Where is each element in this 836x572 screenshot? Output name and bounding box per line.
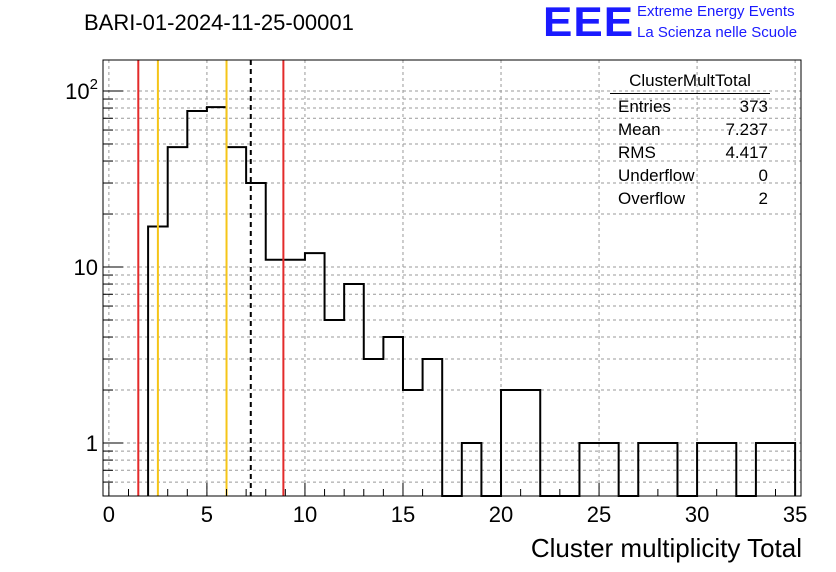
stats-row-mean: Mean 7.237 <box>610 118 770 141</box>
stats-label: Mean <box>618 120 661 139</box>
logo-line-2: La Scienza nelle Scuole <box>637 24 798 41</box>
plot-frame <box>102 59 802 497</box>
histogram-bin <box>325 320 345 496</box>
eee-logo: EEE <box>543 0 635 46</box>
histogram-bin <box>638 443 658 496</box>
histogram-bin <box>364 359 384 496</box>
stats-row-overflow: Overflow 2 <box>610 187 770 210</box>
histogram-bin <box>344 284 364 496</box>
x-axis-label: Cluster multiplicity Total <box>530 533 802 563</box>
y-tick-label: 102 <box>65 76 98 104</box>
x-tick-label: 35 <box>783 502 807 527</box>
stats-box: ClusterMultTotal Entries 373 Mean 7.237 … <box>610 70 770 210</box>
histogram-bin <box>207 107 227 496</box>
stats-title: ClusterMultTotal <box>610 70 770 94</box>
stats-label: Underflow <box>618 166 695 185</box>
x-tick-label: 30 <box>685 502 709 527</box>
y-tick-label: 10 <box>74 255 98 280</box>
histogram-bin <box>187 111 207 496</box>
x-tick-label: 5 <box>201 502 213 527</box>
stats-row-entries: Entries 373 <box>610 95 770 118</box>
stats-label: Overflow <box>618 189 686 208</box>
stats-value: 4.417 <box>725 143 768 162</box>
histogram-bin <box>227 147 247 496</box>
stats-label: Entries <box>618 97 671 116</box>
x-tick-label: 15 <box>391 502 415 527</box>
stats-row-rms: RMS 4.417 <box>610 141 770 164</box>
histogram-bin <box>168 147 188 496</box>
stats-value: 0 <box>758 166 768 185</box>
histogram-bin <box>305 253 325 496</box>
histogram-bin <box>423 359 443 496</box>
histogram-bin <box>383 337 403 496</box>
histogram-bin <box>776 443 796 496</box>
y-tick-label: 1 <box>86 431 98 456</box>
histogram-bin <box>246 183 266 496</box>
stats-label: RMS <box>618 143 656 162</box>
stats-value: 373 <box>739 97 768 116</box>
stats-value: 7.237 <box>725 120 768 139</box>
page-title: BARI-01-2024-11-25-00001 <box>84 10 354 35</box>
x-tick-label: 10 <box>293 502 317 527</box>
x-tick-label: 20 <box>489 502 513 527</box>
stats-row-underflow: Underflow 0 <box>610 164 770 187</box>
stats-value: 2 <box>758 189 768 208</box>
histogram-bin <box>697 443 717 496</box>
x-tick-label: 0 <box>103 502 115 527</box>
x-tick-label: 25 <box>587 502 611 527</box>
logo-line-1: Extreme Energy Events <box>637 3 795 20</box>
